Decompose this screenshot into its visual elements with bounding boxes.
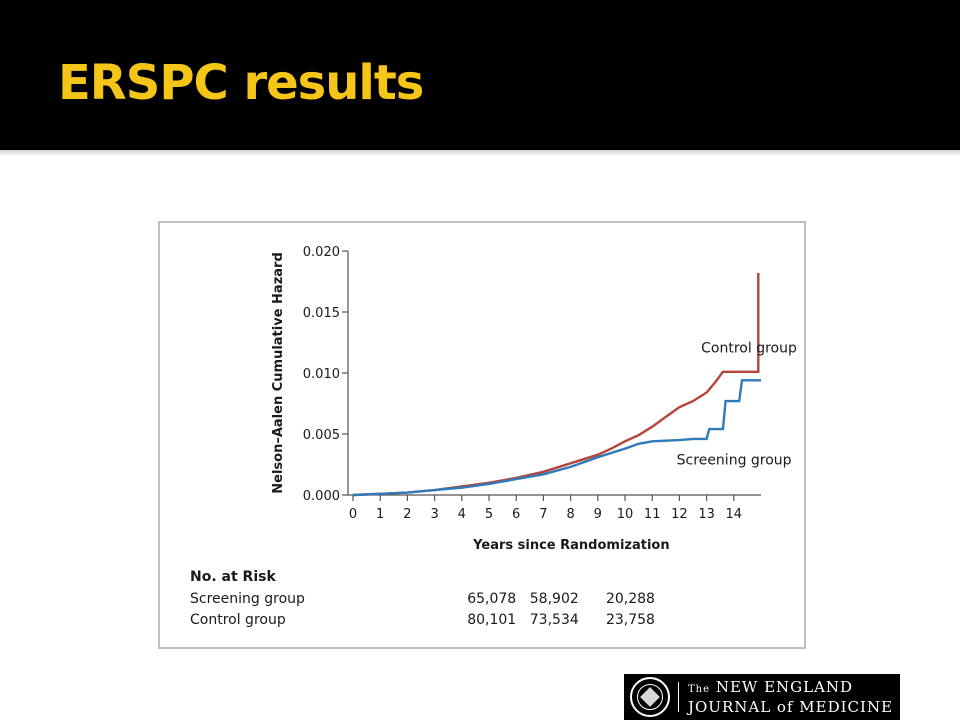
x-tick-label: 2: [403, 507, 411, 522]
x-tick-label: 7: [539, 507, 547, 522]
logo-line-1: The NEW ENGLAND: [688, 678, 853, 696]
x-tick-label: 5: [485, 507, 493, 522]
x-tick-label: 13: [698, 507, 715, 522]
risk-row-label: Control group: [190, 612, 286, 628]
risk-cell: 80,101: [467, 612, 516, 628]
logo-prefix: The: [688, 684, 711, 695]
nejm-logo: The NEW ENGLAND JOURNAL of MEDICINE: [624, 674, 900, 720]
x-tick-label: 4: [458, 507, 466, 522]
y-tick-label: 0.010: [303, 367, 340, 382]
risk-cell: 73,534: [530, 612, 579, 628]
risk-row-label: Screening group: [190, 591, 305, 607]
y-axis-title: Nelson–Aalen Cumulative Hazard: [271, 252, 286, 493]
chart-series: [352, 273, 761, 497]
figure-panel: 0.000 0.005 0.010 0.015 0.020 0 1 2 3 4 5 6 7 8 9 10 11 1…: [158, 221, 806, 649]
x-tick-label: 9: [594, 507, 602, 522]
risk-cell: 58,902: [530, 591, 579, 607]
y-tick-label: 0.000: [303, 489, 340, 504]
x-tick-label: 14: [726, 507, 743, 522]
y-tick-label: 0.015: [303, 306, 340, 321]
slide-title: ERSPC results: [58, 55, 424, 111]
nejm-seal-icon: [630, 677, 670, 717]
logo-line-2: JOURNAL of MEDICINE: [688, 698, 894, 716]
risk-cell: 65,078: [467, 591, 516, 607]
y-tick-label: 0.020: [303, 245, 340, 260]
risk-table-title: No. at Risk: [190, 569, 276, 585]
x-tick-label: 6: [512, 507, 520, 522]
x-tick-label: 11: [644, 507, 661, 522]
y-tick-label: 0.005: [303, 428, 340, 443]
logo-divider: [678, 682, 679, 712]
chart-labels: Control group Screening group: [677, 340, 797, 468]
series-annotation: Control group: [701, 340, 797, 356]
series-annotation: Screening group: [677, 453, 792, 469]
header-divider: [0, 150, 960, 155]
x-tick-label: 8: [566, 507, 574, 522]
x-tick-label: 0: [349, 507, 357, 522]
risk-cell: 23,758: [606, 612, 655, 628]
x-axis-title: Years since Randomization: [472, 538, 669, 553]
series-line-screening-group: [352, 379, 761, 497]
logo-main: NEW ENGLAND: [715, 678, 854, 696]
header-bar: [0, 0, 960, 150]
risk-cell: 20,288: [606, 591, 655, 607]
x-tick-label: 10: [617, 507, 634, 522]
risk-table: No. at Risk Screening group 65,078 58,902 20…: [190, 569, 655, 628]
x-tick-label: 12: [671, 507, 688, 522]
x-tick-label: 1: [376, 507, 384, 522]
x-tick-label: 3: [430, 507, 438, 522]
